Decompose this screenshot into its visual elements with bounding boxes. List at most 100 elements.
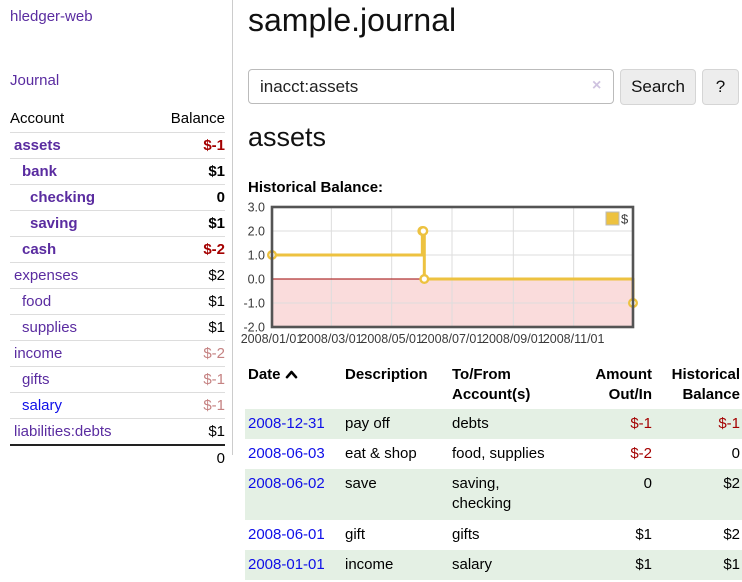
accounts-total-value: 0	[216, 450, 225, 467]
x-tick-label: 2008/03/01	[300, 332, 363, 346]
account-link-food[interactable]: food	[22, 293, 52, 310]
account-link-checking[interactable]: checking	[30, 189, 96, 206]
account-link-expenses[interactable]: expenses	[14, 267, 79, 284]
transaction-accounts: salary	[452, 555, 493, 573]
account-link-assets[interactable]: assets	[14, 137, 61, 154]
clear-search-icon[interactable]: ×	[592, 77, 602, 94]
sidebar: hledger-web Journal Account Balance asse…	[0, 0, 233, 467]
legend-swatch	[605, 211, 620, 226]
data-point[interactable]	[418, 226, 429, 237]
account-row: liabilities:debts $1	[10, 418, 225, 446]
account-balance: $-1	[203, 397, 225, 414]
account-row: assets $-1	[10, 132, 225, 159]
account-balance: $-1	[203, 371, 225, 388]
accounts-table-header: Account Balance	[10, 106, 225, 133]
x-tick-label: 2008/05/01	[360, 332, 423, 346]
main-content: sample.journal × Search ? assets Histori…	[241, 0, 742, 582]
account-row: income $-2	[10, 340, 225, 367]
transaction-accounts: food, supplies	[452, 444, 545, 462]
account-heading: assets	[248, 122, 327, 152]
transaction-description: save	[345, 475, 377, 492]
account-row: food $1	[10, 288, 225, 315]
register-header-row: Date Description To/From Account(s) Amou…	[245, 362, 742, 409]
x-tick-label: 2008/01/01	[241, 332, 304, 346]
transaction-description: gift	[345, 525, 366, 543]
transaction-balance: $2	[723, 525, 740, 543]
transaction-balance: $1	[723, 555, 740, 573]
transaction-amount: $-1	[630, 414, 652, 432]
account-link-supplies[interactable]: supplies	[22, 319, 78, 336]
account-balance: $1	[208, 293, 225, 310]
transaction-description: pay off	[345, 414, 390, 432]
account-row: gifts $-1	[10, 366, 225, 393]
account-link-cash[interactable]: cash	[22, 241, 57, 258]
accounts-table: Account Balance assets $-1 bank $1 check…	[10, 106, 225, 471]
transaction-date-link[interactable]: 2008-06-03	[248, 444, 325, 462]
transaction-description: income	[345, 555, 394, 573]
legend-label: $	[621, 212, 629, 227]
account-balance: $-2	[203, 345, 225, 362]
transaction-row[interactable]: 2008-12-31 pay off debts $-1 $-1	[245, 408, 742, 439]
search-form: × Search ?	[248, 69, 742, 105]
transaction-amount: $1	[635, 525, 652, 543]
y-tick-label: -1.0	[243, 297, 265, 311]
account-link-saving[interactable]: saving	[30, 215, 78, 232]
transaction-date-link[interactable]: 2008-06-01	[248, 525, 325, 543]
transaction-row[interactable]: 2008-06-03 eat & shop food, supplies $-2…	[245, 439, 742, 469]
y-tick-label: 0.0	[248, 273, 265, 287]
account-row: checking 0	[10, 184, 225, 211]
transaction-accounts: saving, checking	[452, 475, 512, 513]
description-column-header: Description	[345, 366, 428, 383]
account-balance: $1	[208, 423, 225, 440]
accounts-column-header: To/From Account(s)	[452, 366, 531, 404]
account-link-income[interactable]: income	[14, 345, 63, 362]
account-row: expenses $2	[10, 262, 225, 289]
account-balance: $1	[208, 319, 225, 336]
transaction-balance: $2	[723, 475, 740, 492]
app-brand-link[interactable]: hledger-web	[10, 8, 93, 25]
y-tick-label: 1.0	[248, 249, 265, 263]
data-point[interactable]	[419, 273, 430, 284]
historical-balance-chart: 3.0 2.0 1.0 0.0 -1.0 -2.0 2008/01/01 2008/03/01…	[240, 200, 720, 350]
account-link-liabilities-debts[interactable]: liabilities:debts	[14, 423, 112, 440]
x-tick-label: 2008/09/01	[482, 332, 545, 346]
account-balance: $-1	[203, 137, 225, 154]
transaction-row[interactable]: 2008-01-01 income salary $1 $1	[245, 549, 742, 580]
plot-border	[270, 205, 635, 329]
date-header-label: Date	[248, 366, 281, 383]
y-tick-label: 3.0	[248, 201, 265, 215]
chart-title: Historical Balance:	[248, 179, 384, 196]
register-table: Date Description To/From Account(s) Amou…	[245, 362, 742, 580]
x-tick-label: 2008/07/01	[421, 332, 484, 346]
transaction-row[interactable]: 2008-06-01 gift gifts $1 $2	[245, 520, 742, 550]
help-button[interactable]: ?	[702, 69, 739, 105]
accounts-total-row: 0	[10, 445, 225, 471]
y-tick-label: -2.0	[243, 321, 265, 335]
transaction-amount: 0	[643, 475, 652, 492]
account-row: salary $-1	[10, 392, 225, 419]
transaction-accounts: gifts	[452, 525, 480, 543]
balance-column-header: Historical Balance	[671, 366, 740, 404]
transaction-balance: $-1	[718, 414, 740, 432]
account-balance: $-2	[203, 241, 225, 258]
transaction-date-link[interactable]: 2008-12-31	[248, 414, 325, 432]
sort-ascending-icon	[285, 366, 298, 386]
y-tick-label: 2.0	[248, 225, 265, 239]
account-row: saving $1	[10, 210, 225, 237]
date-column-header[interactable]: Date	[245, 362, 342, 409]
account-link-bank[interactable]: bank	[22, 163, 58, 180]
transaction-date-link[interactable]: 2008-01-01	[248, 555, 325, 573]
x-tick-label: 2008/11/01	[543, 332, 605, 346]
account-link-salary[interactable]: salary	[22, 397, 63, 414]
account-balance: $2	[208, 267, 225, 284]
transaction-row[interactable]: 2008-06-02 save saving, checking 0 $2	[245, 469, 742, 520]
transaction-date-link[interactable]: 2008-06-02	[248, 475, 325, 492]
search-button[interactable]: Search	[620, 69, 696, 105]
search-input[interactable]	[248, 69, 614, 104]
transaction-amount: $-2	[630, 444, 652, 462]
amount-column-header: Amount Out/In	[595, 366, 652, 404]
account-row: cash $-2	[10, 236, 225, 263]
sidebar-item-journal[interactable]: Journal	[10, 72, 60, 89]
account-link-gifts[interactable]: gifts	[22, 371, 50, 388]
